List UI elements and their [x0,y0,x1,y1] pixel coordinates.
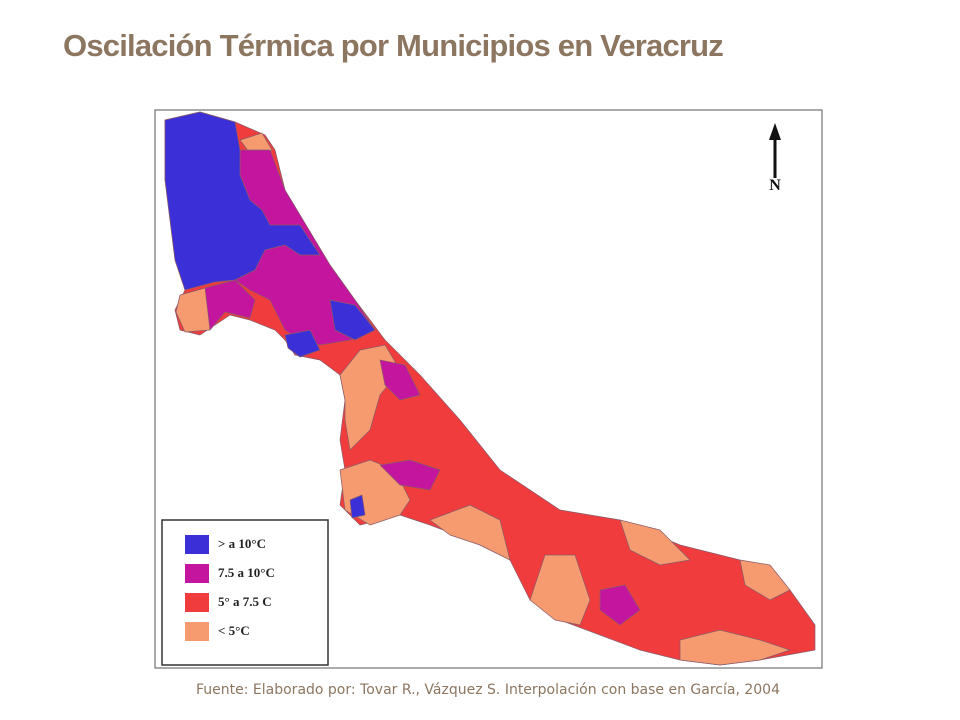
region [619,519,691,566]
legend: > a 10°C 7.5 a 10°C 5° a 7.5 C < 5°C [185,535,275,641]
region [679,629,791,666]
legend-swatch [185,593,209,612]
north-label: N [769,177,781,194]
region [429,504,511,561]
legend-swatch [185,622,209,641]
source: Fuente: Elaborado por: Tovar R., Vázquez… [196,682,780,698]
region [739,559,791,601]
title: Oscilación Térmica por Municipios en Ver… [63,28,723,63]
region [379,459,441,491]
region [349,494,366,519]
region [284,329,321,358]
region [529,554,591,626]
region [329,299,376,341]
map [164,111,816,666]
region [164,111,321,291]
legend-swatch [185,535,209,554]
legend-label: 7.5 a 10°C [218,565,275,580]
region [599,584,641,626]
legend-label: > a 10°C [218,536,266,551]
north-arrow: N [769,123,781,194]
region [379,359,421,401]
legend-swatch [185,564,209,583]
legend-label: 5° a 7.5 C [218,594,272,609]
legend-label: < 5°C [218,623,250,638]
